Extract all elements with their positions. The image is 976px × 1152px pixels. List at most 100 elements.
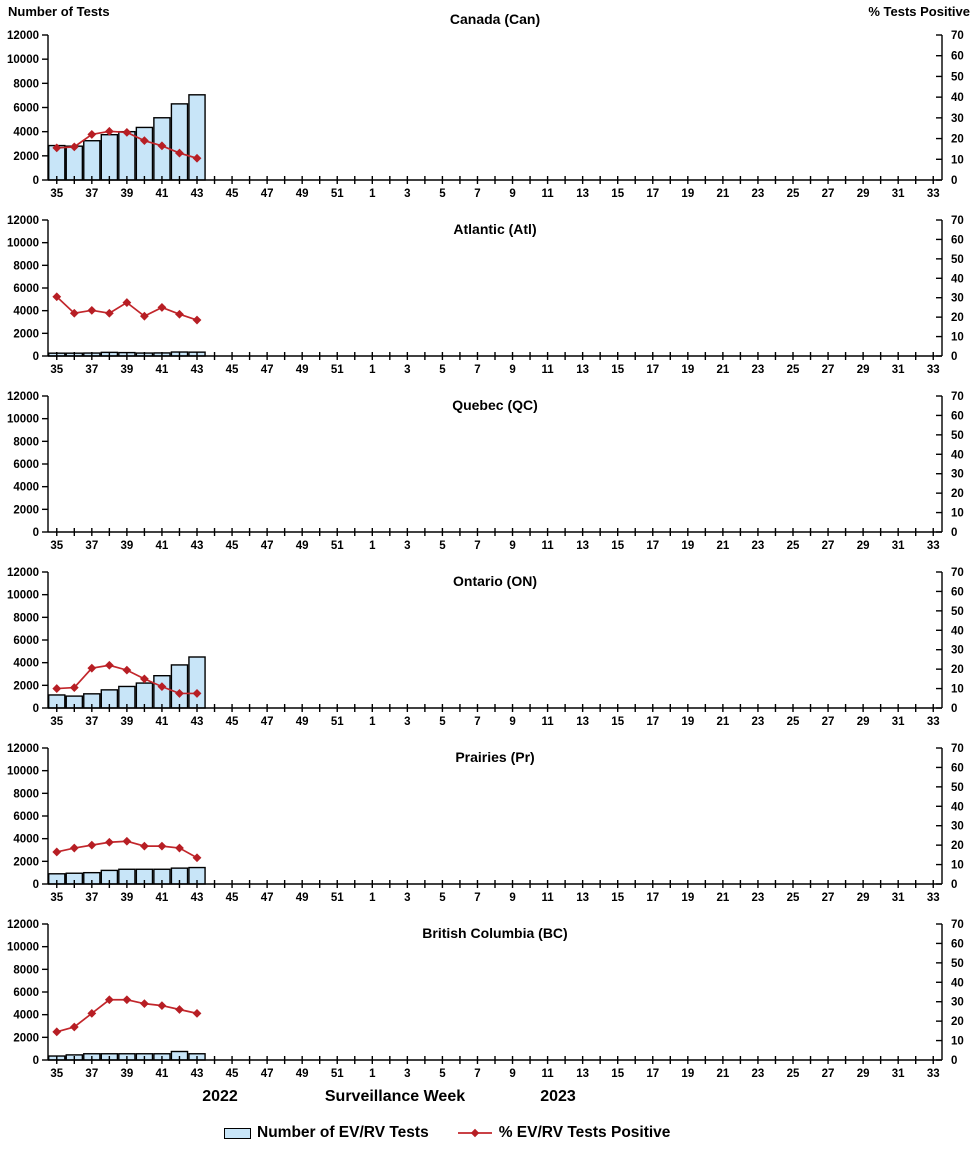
bar-week-42 xyxy=(170,664,189,709)
x-axis-tick-label: 47 xyxy=(261,1068,274,1080)
x-axis-tick-label: 1 xyxy=(369,892,376,904)
x-axis-tick-label: 17 xyxy=(646,1068,659,1080)
positivity-point-week-40 xyxy=(140,136,149,146)
left-axis-tick-label: 2000 xyxy=(13,856,39,868)
positivity-point-week-41 xyxy=(157,141,167,151)
x-axis-tick-label: 45 xyxy=(226,188,239,200)
chart-panel-quebec-qc: Quebec (QC) 0 2000 4000 6000 8000 10000 12000 0 1… xyxy=(7,391,964,552)
x-axis-tick-label: 47 xyxy=(261,892,274,904)
x-axis-tick-label: 43 xyxy=(191,1068,204,1080)
right-axis xyxy=(936,395,943,533)
x-axis-tick-label: 19 xyxy=(681,540,694,552)
x-axis-tick-label: 45 xyxy=(226,364,239,376)
right-axis-tick-label: 30 xyxy=(951,997,964,1009)
legend-diamond-icon xyxy=(470,1128,479,1138)
positivity-line xyxy=(52,126,202,163)
positivity-point-week-39 xyxy=(122,836,132,846)
bar-week-43 xyxy=(188,656,206,709)
x-axis-tick-label: 13 xyxy=(576,716,589,728)
right-axis-tick-label: 10 xyxy=(951,508,964,520)
left-axis-tick-label: 12000 xyxy=(7,919,39,931)
left-axis xyxy=(42,219,49,357)
x-axis-tick-label: 11 xyxy=(542,892,555,904)
chart-panels: Canada (Can) 0 2000 4000 6000 8000 10000 12000 0… xyxy=(7,11,964,1080)
x-axis-tick-label: 13 xyxy=(576,892,589,904)
positivity-point-week-43 xyxy=(192,1008,202,1018)
x-axis-tick-label: 31 xyxy=(892,364,905,376)
left-axis-tick-label: 12000 xyxy=(7,30,39,42)
left-axis-tick-label: 6000 xyxy=(13,283,39,295)
left-axis-tick-label: 2000 xyxy=(13,328,39,340)
x-axis-tick-label: 15 xyxy=(611,892,624,904)
right-axis-tick-label: 70 xyxy=(951,30,964,42)
positivity-point-week-42 xyxy=(175,1005,184,1014)
x-axis-tick-label: 37 xyxy=(85,892,98,904)
right-axis-tick-label: 0 xyxy=(951,527,957,539)
x-axis-tick-label: 51 xyxy=(331,1068,344,1080)
positivity-line xyxy=(52,836,202,863)
right-axis-title: % Tests Positive xyxy=(868,4,970,19)
left-axis-tick-label: 12000 xyxy=(7,743,39,755)
right-axis-tick-label: 40 xyxy=(951,92,964,104)
x-axis-tick-label: 23 xyxy=(752,188,765,200)
positivity-point-week-38 xyxy=(104,837,114,847)
right-axis-tick-label: 60 xyxy=(951,410,964,422)
x-axis-tick-label: 39 xyxy=(120,1068,133,1080)
positivity-point-week-41 xyxy=(157,1001,167,1010)
x-axis-tick-label: 49 xyxy=(296,1068,309,1080)
positivity-point-week-36 xyxy=(69,843,79,853)
x-axis-tick-label: 3 xyxy=(404,892,410,904)
right-axis-tick-label: 20 xyxy=(951,488,964,500)
right-axis xyxy=(936,571,943,709)
x-axis xyxy=(48,880,942,888)
x-axis xyxy=(48,528,942,536)
x-axis-tick-label: 25 xyxy=(787,540,800,552)
positivity-point-week-39 xyxy=(122,298,132,307)
x-axis-tick-label: 3 xyxy=(404,1068,410,1080)
x-axis-tick-label: 3 xyxy=(404,716,410,728)
right-axis-tick-label: 50 xyxy=(951,958,964,970)
positivity-point-week-36 xyxy=(69,142,79,152)
positivity-point-week-37 xyxy=(87,840,97,850)
bar-week-43 xyxy=(188,94,206,181)
x-axis-tick-label: 3 xyxy=(404,364,410,376)
x-axis-tick-label: 31 xyxy=(892,540,905,552)
x-axis-tick-label: 27 xyxy=(822,892,835,904)
x-axis-tick-label: 7 xyxy=(474,188,480,200)
x-axis-tick-label: 27 xyxy=(822,188,835,200)
right-axis-tick-label: 40 xyxy=(951,449,964,461)
left-axis-tick-label: 6000 xyxy=(13,987,39,999)
right-axis-tick-label: 0 xyxy=(951,1055,957,1067)
x-axis-tick-label: 21 xyxy=(716,716,729,728)
x-axis-tick-label: 13 xyxy=(576,540,589,552)
x-axis-tick-label: 25 xyxy=(787,892,800,904)
x-axis-tick-label: 43 xyxy=(191,188,204,200)
positivity-point-week-39 xyxy=(122,127,132,137)
x-axis-tick-label: 39 xyxy=(120,892,133,904)
left-axis-tick-label: 8000 xyxy=(13,260,39,272)
x-axis-footer: 2022 Surveillance Week 2023 xyxy=(0,1088,976,1116)
x-axis-tick-label: 5 xyxy=(439,540,446,552)
right-axis-tick-label: 0 xyxy=(951,351,957,363)
x-axis xyxy=(48,176,942,184)
left-axis-tick-label: 4000 xyxy=(13,658,39,670)
right-axis-tick-label: 10 xyxy=(951,684,964,696)
x-axis-tick-label: 43 xyxy=(191,540,204,552)
left-axis-tick-label: 2000 xyxy=(13,1032,39,1044)
left-axis-tick-label: 10000 xyxy=(7,942,39,954)
positivity-point-week-35 xyxy=(52,143,62,153)
chart-panel-canada-can: Canada (Can) 0 2000 4000 6000 8000 10000 12000 0… xyxy=(7,11,964,200)
positivity-point-week-38 xyxy=(104,126,114,136)
right-axis-tick-label: 40 xyxy=(951,273,964,285)
x-axis-tick-label: 13 xyxy=(576,188,589,200)
x-axis-tick-label: 25 xyxy=(787,364,800,376)
left-axis xyxy=(42,923,49,1061)
x-axis-tick-label: 45 xyxy=(226,892,239,904)
x-axis-tick-label: 3 xyxy=(404,540,410,552)
x-axis-tick-label: 9 xyxy=(509,1068,515,1080)
positivity-point-week-38 xyxy=(104,660,114,670)
x-axis-tick-label: 5 xyxy=(439,892,446,904)
x-axis-tick-label: 11 xyxy=(542,716,555,728)
x-axis-tick-label: 47 xyxy=(261,188,274,200)
x-axis-tick-label: 39 xyxy=(120,716,133,728)
